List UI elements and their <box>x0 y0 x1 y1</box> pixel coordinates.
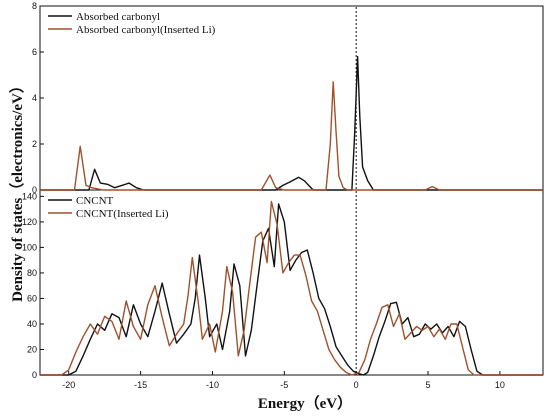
x-tick-label: 5 <box>426 380 431 390</box>
bottom-y-tick-label: 20 <box>27 344 37 354</box>
bottom-series-inserted-li-line <box>40 200 543 376</box>
top-legend-label: Absorbed carbonyl <box>76 11 160 23</box>
x-tick-label: -5 <box>280 380 288 390</box>
bottom-y-tick-label: 0 <box>32 370 37 380</box>
bottom-y-ticks: 0 20 40 60 80 100 120 140 <box>22 191 44 380</box>
bottom-y-tick-label: 80 <box>27 268 37 278</box>
x-tick-label: -10 <box>206 380 219 390</box>
x-axis-title: Energy（eV） <box>258 394 352 412</box>
top-y-tick-label: 8 <box>32 1 37 11</box>
x-tick-label: 10 <box>495 380 505 390</box>
top-legend-label: Absorbed carbonyl(Inserted Li) <box>76 24 216 36</box>
bottom-legend-label: CNCNT <box>76 195 114 207</box>
top-y-ticks: 0 2 4 6 8 <box>32 1 44 195</box>
top-y-tick-label: 4 <box>32 93 37 103</box>
bottom-y-tick-label: 40 <box>27 319 37 329</box>
bottom-series-group <box>40 200 543 376</box>
bottom-legend-label: CNCNT(Inserted Li) <box>76 208 169 220</box>
y-axis-title: Density of states（electronics/eV） <box>8 78 26 302</box>
top-series-inserted-li-line <box>40 81 543 191</box>
x-tick-label: 0 <box>354 380 359 390</box>
bottom-y-tick-label: 120 <box>22 217 37 227</box>
top-y-tick-label: 2 <box>32 139 37 149</box>
bottom-y-tick-label: 60 <box>27 293 37 303</box>
top-y-tick-label: 6 <box>32 47 37 57</box>
bottom-series-base-line <box>40 203 543 376</box>
x-axis-ticks: -20 -15 -10 -5 0 5 10 <box>62 371 505 390</box>
top-series-group <box>40 55 543 191</box>
x-tick-label: -15 <box>134 380 147 390</box>
top-y-tick-label: 0 <box>32 185 37 195</box>
bottom-y-tick-label: 100 <box>22 242 37 252</box>
top-series-base-line <box>40 55 543 191</box>
x-tick-label: -20 <box>62 380 75 390</box>
bottom-y-tick-label: 140 <box>22 191 37 201</box>
